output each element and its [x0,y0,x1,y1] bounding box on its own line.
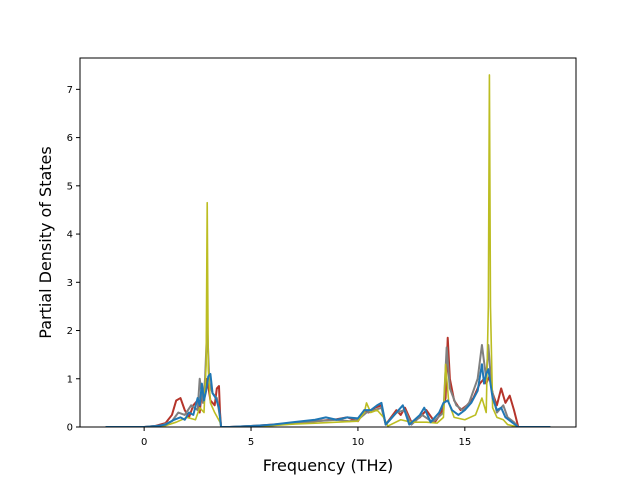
y-tick-label: 1 [67,374,73,385]
y-tick-label: 6 [67,133,73,144]
x-axis-label: Frequency (THz) [263,456,393,475]
plot-frame [79,57,577,428]
y-tick-label: 5 [67,181,73,192]
y-tick-label: 0 [67,423,73,434]
y-tick-label: 4 [67,230,73,241]
x-tick-label: 10 [352,437,365,448]
y-axis-label: Partial Density of States [36,146,55,338]
series-line-3 [105,74,551,427]
x-axis-ticks: 0 5 10 15 [141,427,471,448]
y-axis-ticks: 0 1 2 3 4 5 6 7 [67,85,80,434]
series-line-4 [105,363,551,427]
x-tick-label: 0 [141,437,147,448]
y-tick-label: 7 [67,85,73,96]
y-tick-label: 2 [67,326,73,337]
series-layer [105,74,551,427]
x-tick-label: 5 [248,437,254,448]
y-tick-label: 3 [67,278,73,289]
x-tick-label: 15 [458,437,471,448]
